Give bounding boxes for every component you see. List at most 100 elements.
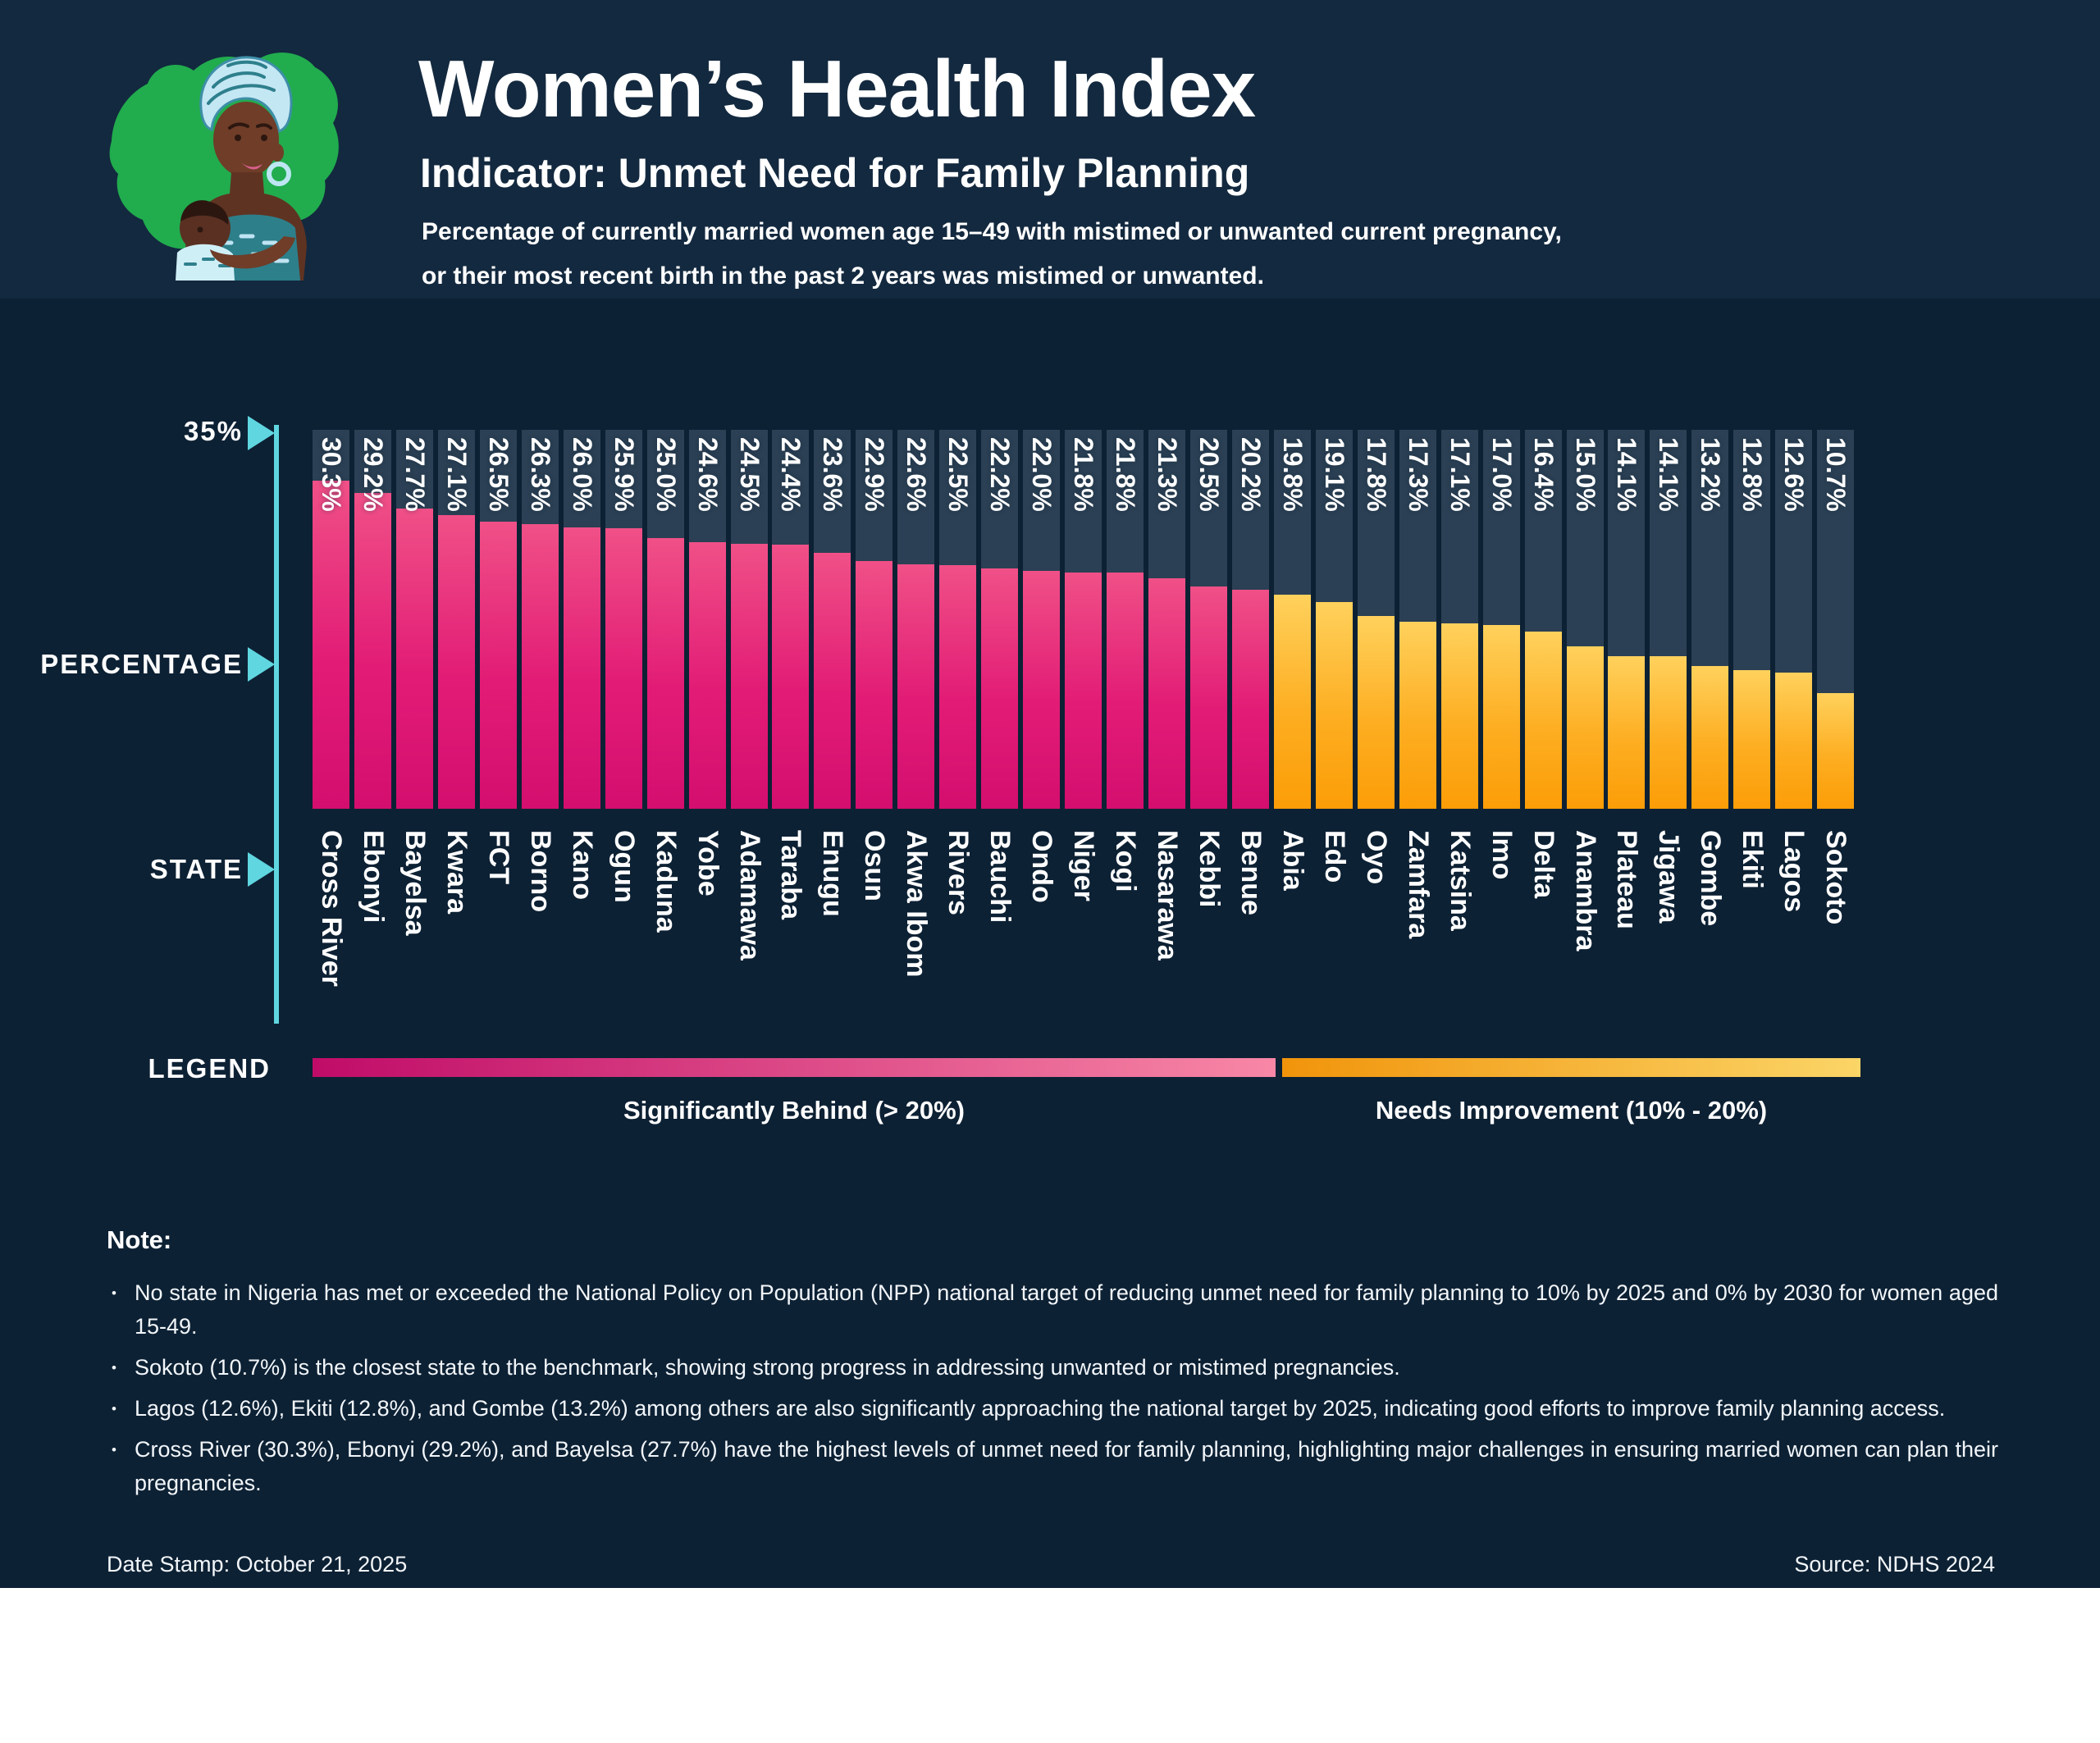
bar-fill xyxy=(1733,670,1770,809)
bar-column: 27.1% xyxy=(438,430,475,809)
nigeria-map-woman-baby-graphic xyxy=(109,52,339,281)
bar-column: 22.2% xyxy=(981,430,1018,809)
bar-column: 26.3% xyxy=(522,430,559,809)
bar-column: 10.7% xyxy=(1817,430,1854,809)
bar-column: 30.3% xyxy=(313,430,349,809)
note-item: • No state in Nigeria has met or exceeded… xyxy=(107,1276,1998,1344)
bar-value-label: 21.3% xyxy=(1153,437,1182,512)
y-axis-line xyxy=(274,425,279,1024)
notes-list: • No state in Nigeria has met or exceeded… xyxy=(107,1276,1998,1508)
bar-state-label: Kebbi xyxy=(1194,830,1225,908)
bar-state-label: Anambra xyxy=(1570,830,1601,951)
bar-column: 23.6% xyxy=(814,430,851,809)
bar-value-label: 26.5% xyxy=(484,437,514,512)
bar-column: 21.3% xyxy=(1148,430,1185,809)
bar-fill xyxy=(1775,673,1812,809)
bar-value-label: 29.2% xyxy=(358,437,388,512)
note-text: Lagos (12.6%), Ekiti (12.8%), and Gombe … xyxy=(135,1396,1946,1421)
bar-fill xyxy=(1190,586,1227,809)
bar-value-label: 27.1% xyxy=(442,437,472,512)
bar-fill xyxy=(1691,666,1728,809)
bar-state-label: Kano xyxy=(567,830,598,900)
bar-fill xyxy=(1358,616,1395,809)
description-line-2: or their most recent birth in the past 2… xyxy=(422,262,1264,290)
bar-state-label: Kaduna xyxy=(651,830,682,933)
bar-state-label: Osun xyxy=(859,830,890,901)
baby-eye xyxy=(197,226,203,233)
bar-state-label: Ogun xyxy=(609,830,640,903)
bar-fill xyxy=(814,553,851,809)
earring-icon xyxy=(267,162,291,186)
bar-column: 25.9% xyxy=(605,430,642,809)
bar-value-label: 23.6% xyxy=(818,437,847,512)
y-axis-max-tick: 35% xyxy=(183,416,243,446)
bar-column: 20.5% xyxy=(1190,430,1227,809)
bar-state-label: Ebonyi xyxy=(358,830,389,924)
bar-state-label: Yobe xyxy=(692,830,724,897)
bar-state-label: Kogi xyxy=(1110,830,1141,892)
notes-heading: Note: xyxy=(107,1225,172,1254)
bar-fill xyxy=(1650,656,1687,809)
mother-brows xyxy=(228,122,272,130)
bar-column: 21.8% xyxy=(1107,430,1144,809)
bar-fill xyxy=(438,515,475,809)
mother-eye-right xyxy=(261,135,267,141)
bar-value-label: 20.2% xyxy=(1236,437,1266,512)
bar-value-label: 26.0% xyxy=(568,437,597,512)
note-item: • Cross River (30.3%), Ebonyi (29.2%), an… xyxy=(107,1433,1998,1500)
bar-fill xyxy=(1608,656,1645,809)
bar-column: 22.9% xyxy=(856,430,892,809)
bar-value-label: 17.1% xyxy=(1445,437,1475,512)
note-text: No state in Nigeria has met or exceeded … xyxy=(135,1280,1998,1339)
bar-column: 16.4% xyxy=(1525,430,1562,809)
bar-state-label: Cross River xyxy=(316,830,347,987)
bar-fill xyxy=(647,538,684,809)
bar-state-label: Taraba xyxy=(775,830,806,919)
bar-column: 19.8% xyxy=(1274,430,1311,809)
mother-arm xyxy=(210,236,295,269)
bar-value-label: 25.0% xyxy=(651,437,681,512)
bar-fill xyxy=(480,522,517,809)
bar-fill xyxy=(1567,646,1604,809)
x-axis-title: STATE xyxy=(149,854,243,884)
bar-state-label: FCT xyxy=(483,830,514,885)
bar-value-label: 16.4% xyxy=(1529,437,1559,512)
bar-state-label: Plateau xyxy=(1611,830,1642,929)
description-line-1: Percentage of currently married women ag… xyxy=(422,218,1562,245)
legend-swatch-needs-improvement xyxy=(1282,1058,1860,1077)
bar-state-label: Benue xyxy=(1235,830,1267,915)
bar-value-label: 24.5% xyxy=(735,437,765,512)
bar-column: 15.0% xyxy=(1567,430,1604,809)
bar-value-label: 12.6% xyxy=(1779,437,1809,512)
bar-fill xyxy=(1274,595,1311,809)
bar-value-label: 25.9% xyxy=(609,437,639,512)
bar-column: 22.6% xyxy=(897,430,934,809)
bar-value-label: 30.3% xyxy=(317,437,346,512)
mother-headwrap xyxy=(199,56,293,133)
bar-state-label: Zamfara xyxy=(1403,830,1434,939)
bar-value-label: 27.7% xyxy=(400,437,430,512)
bar-value-label: 19.1% xyxy=(1320,437,1349,512)
arrow-icon-percentage xyxy=(248,647,275,682)
bar-column: 26.5% xyxy=(480,430,517,809)
bar-fill xyxy=(939,565,976,809)
bar-state-label: Ekiti xyxy=(1737,830,1768,889)
note-item: • Sokoto (10.7%) is the closest state to … xyxy=(107,1351,1998,1385)
page-subtitle: Indicator: Unmet Need for Family Plannin… xyxy=(420,150,1250,196)
bar-fill xyxy=(564,527,600,809)
legend-label-needs-improvement: Needs Improvement (10% - 20%) xyxy=(1375,1096,1768,1125)
bar-fill xyxy=(1148,578,1185,809)
bar-state-label: Adamawa xyxy=(734,830,765,960)
bar-column: 17.8% xyxy=(1358,430,1395,809)
bar-column: 14.1% xyxy=(1608,430,1645,809)
bar-fill xyxy=(731,544,768,809)
bar-value-label: 22.0% xyxy=(1027,437,1057,512)
bar-state-label: Ondo xyxy=(1026,830,1057,903)
bar-fill xyxy=(981,568,1018,809)
page-title: Women’s Health Index xyxy=(418,43,1256,134)
bar-fill xyxy=(772,545,809,809)
bar-column: 17.1% xyxy=(1441,430,1478,809)
bar-state-label: Delta xyxy=(1528,830,1559,899)
bar-column: 25.0% xyxy=(647,430,684,809)
bar-column: 13.2% xyxy=(1691,430,1728,809)
